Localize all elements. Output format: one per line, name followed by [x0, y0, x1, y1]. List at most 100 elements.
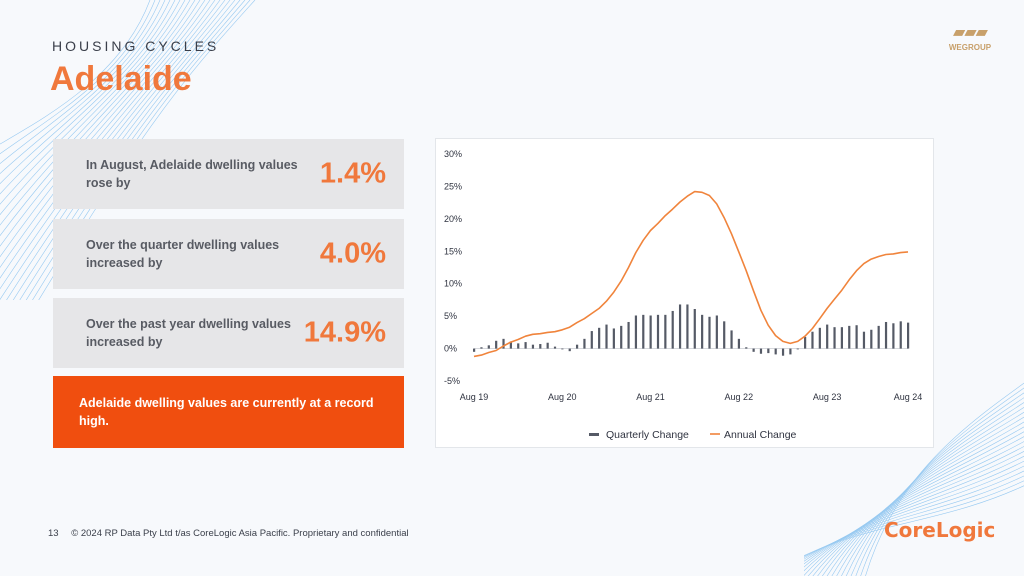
x-tick-label: Aug 21 [636, 392, 665, 402]
combo-chart: 30% 25% 20% 15% 10% 5% 0% -5%Aug 19 Aug 20 Aug 21… [444, 149, 923, 441]
quarterly-change-bar [892, 323, 895, 349]
stat-card-monthly: In August, Adelaide dwelling values rose… [53, 139, 404, 209]
record-high-callout: Adelaide dwelling values are currently a… [53, 376, 404, 448]
wegroup-logo-tagline [940, 52, 1000, 57]
quarterly-change-bar [774, 348, 777, 355]
quarterly-change-bar [804, 336, 807, 349]
x-tick-label: Aug 22 [725, 392, 754, 402]
quarterly-change-bar [789, 348, 792, 355]
quarterly-change-bar [480, 347, 483, 349]
quarterly-change-bar [767, 348, 770, 354]
quarterly-change-bar [759, 348, 763, 354]
quarterly-change-bar [899, 321, 902, 349]
y-tick-label: -5% [444, 376, 460, 386]
quarterly-change-bar [612, 328, 615, 349]
x-tick-label: Aug 24 [894, 392, 923, 402]
quarterly-change-bar [826, 324, 829, 349]
quarterly-change-bar [605, 324, 608, 349]
y-tick-label: 15% [444, 246, 462, 256]
quarterly-change-bar [568, 348, 571, 352]
quarterly-change-bar [701, 314, 704, 349]
y-tick-label: 0% [444, 344, 457, 354]
quarterly-change-bar [752, 348, 755, 352]
quarterly-change-bar [553, 346, 557, 349]
wave-line [804, 455, 1024, 568]
quarterly-change-bar [583, 338, 586, 349]
quarterly-change-bar [818, 327, 821, 349]
x-tick-label: Aug 20 [548, 392, 577, 402]
quarterly-change-bar [745, 347, 748, 349]
corelogic-logo: CoreLogic [884, 518, 996, 542]
quarterly-change-bar [884, 321, 888, 349]
quarterly-change-bar [870, 329, 873, 349]
stat-card-annual: Over the past year dwelling values incre… [53, 298, 404, 368]
quarterly-change-bar [487, 345, 490, 349]
quarterly-change-bar [539, 344, 542, 349]
wave-line [807, 441, 1024, 576]
wave-line [804, 446, 1024, 576]
quarterly-change-bar [509, 341, 512, 349]
footer: 13 © 2024 RP Data Pty Ltd t/as CoreLogic… [48, 528, 409, 539]
quarterly-change-bar [664, 314, 667, 349]
stat-text: Over the past year dwelling values incre… [86, 317, 291, 349]
quarterly-change-bar [620, 325, 623, 349]
quarterly-change-bar [907, 322, 910, 349]
quarterly-change-bar [531, 344, 535, 349]
quarterly-change-bar [708, 316, 711, 349]
wegroup-logo-icon: ▰▰▰ [953, 24, 988, 41]
page-title: Adelaide [50, 60, 192, 98]
quarterly-change-bar [723, 321, 726, 349]
quarterly-change-bar [862, 331, 866, 349]
stat-value: 1.4% [319, 157, 386, 190]
wegroup-logo-word: WEGROUP [948, 43, 992, 52]
stat-text: Over the quarter dwelling values increas… [86, 238, 280, 270]
stat-value: 14.9% [303, 316, 386, 349]
wave-line [812, 436, 1024, 576]
x-tick-label: Aug 19 [460, 392, 489, 402]
quarterly-change-bar [627, 321, 630, 349]
legend-label-quarterly: Quarterly Change [606, 429, 689, 441]
quarterly-change-bar [796, 348, 799, 350]
quarterly-change-bar [656, 314, 660, 349]
quarterly-change-bar [678, 304, 682, 349]
quarterly-change-bar [546, 342, 549, 349]
quarterly-change-bar [473, 348, 476, 352]
quarterly-change-bar [833, 327, 836, 349]
page-number: 13 [48, 528, 59, 539]
quarterly-change-bar [848, 325, 851, 349]
quarterly-change-bar [686, 304, 689, 349]
quarterly-change-bar [781, 348, 785, 356]
y-tick-label: 20% [444, 214, 462, 224]
quarterly-change-bar [517, 343, 520, 349]
quarterly-change-bar [840, 327, 843, 349]
quarterly-change-bar [811, 331, 814, 349]
quarterly-change-bar [561, 348, 564, 350]
legend-label-annual: Annual Change [724, 429, 797, 441]
wegroup-logo: ▰▰▰ WEGROUP [940, 22, 1000, 57]
callout-text: Adelaide dwelling values are currently a… [79, 396, 374, 428]
quarterly-change-bar [524, 342, 527, 349]
quarterly-change-bar [575, 344, 579, 349]
y-tick-label: 10% [444, 279, 462, 289]
stat-value: 4.0% [319, 237, 386, 270]
copyright-text: © 2024 RP Data Pty Ltd t/as CoreLogic As… [71, 528, 409, 539]
quarterly-change-bar [634, 315, 638, 349]
wave-line [804, 460, 1024, 565]
quarterly-change-bar [590, 331, 593, 349]
y-tick-label: 25% [444, 181, 462, 191]
quarterly-change-bar [855, 325, 858, 349]
x-tick-label: Aug 23 [813, 392, 842, 402]
quarterly-change-bar [737, 338, 741, 349]
quarterly-change-bar [642, 314, 645, 349]
section-kicker: HOUSING CYCLES [52, 38, 220, 54]
quarterly-change-bar [649, 315, 652, 349]
legend-swatch-quarterly [589, 433, 599, 436]
y-tick-label: 30% [444, 149, 462, 159]
quarterly-change-bar [715, 315, 718, 349]
quarterly-change-bar [598, 327, 601, 349]
quarterly-change-bar [671, 310, 674, 349]
quarterly-change-bar [693, 309, 696, 349]
annual-change-line [473, 190, 909, 358]
quarterly-change-bar [502, 338, 505, 349]
chart-card: 30% 25% 20% 15% 10% 5% 0% -5% Aug 19 Aug 20 Aug 21… [435, 138, 934, 448]
